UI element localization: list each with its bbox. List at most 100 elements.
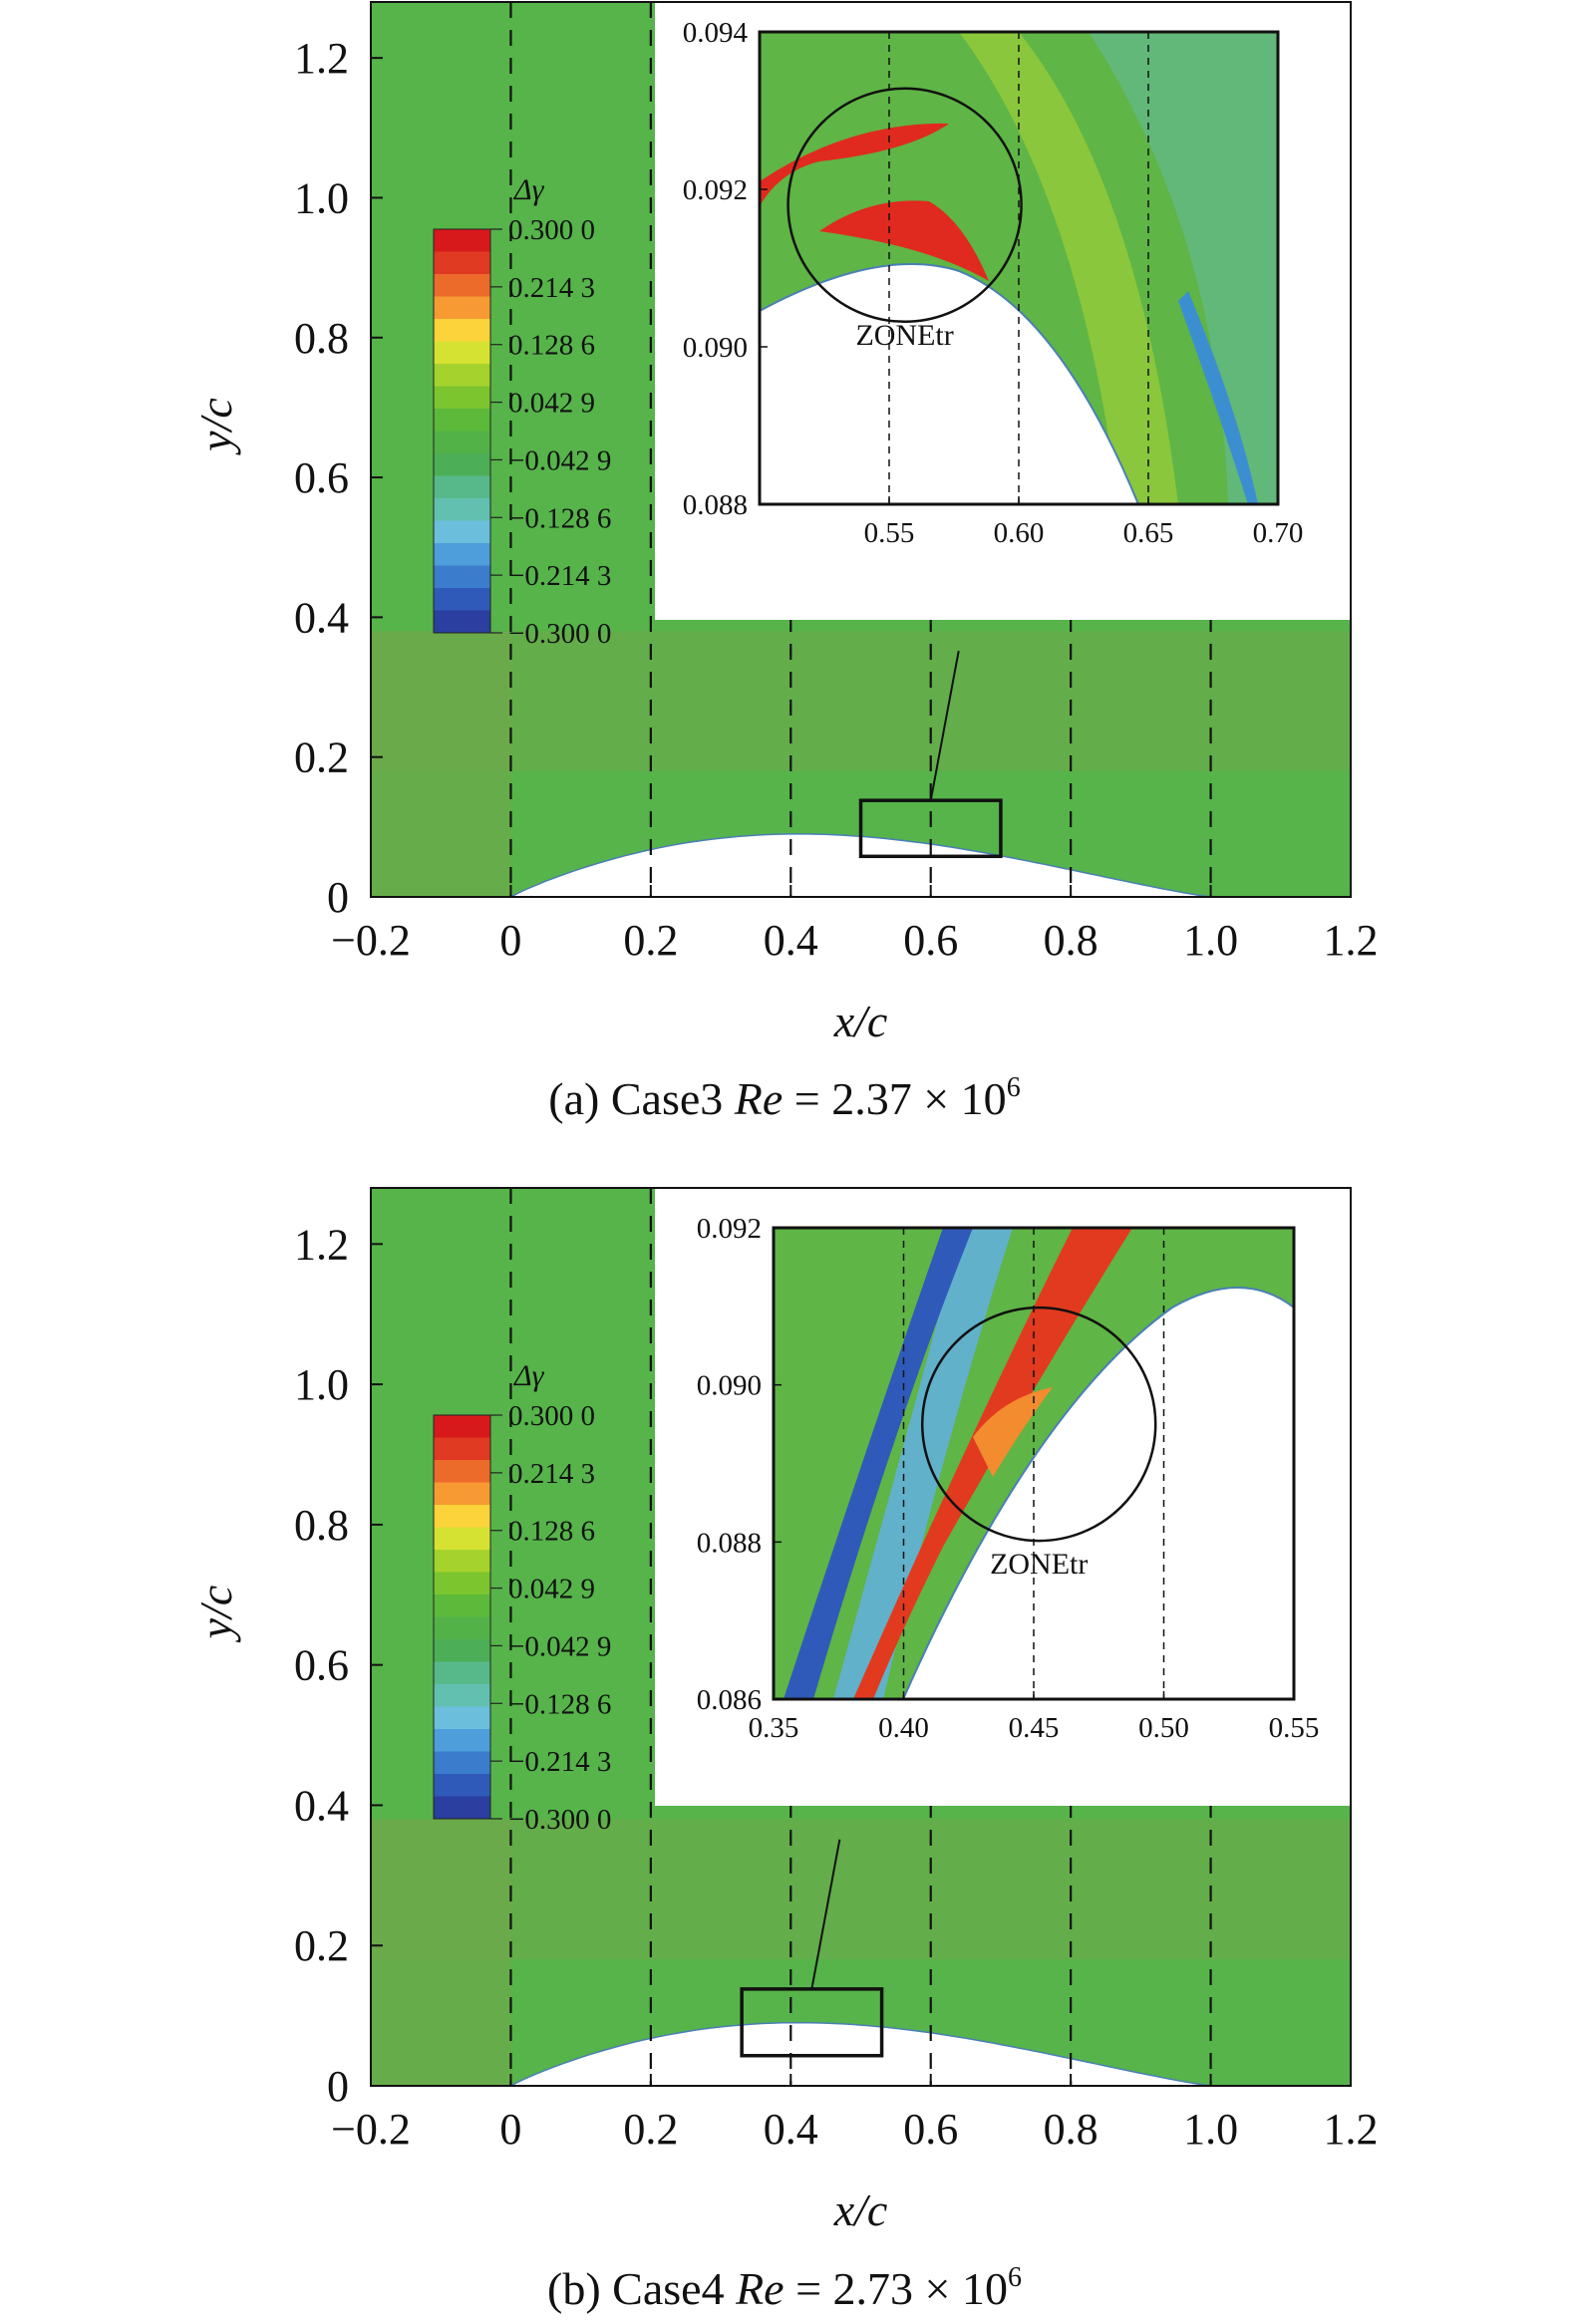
x-tick-label: −0.2 [331,2105,411,2154]
colorbar-label: 0.042 9 [508,388,595,420]
zoom-leader [929,651,960,801]
colorbar-swatch [434,1751,490,1775]
inset-streak-cyan [833,1228,1013,1699]
colorbar-title: Δγ [513,1359,545,1392]
inset-y-tick-label: 0.088 [697,1527,762,1559]
colorbar-swatch [434,498,490,521]
x-axis-label: x/c [833,2184,888,2235]
airfoil [510,833,1211,897]
inset-streak [1089,32,1278,504]
x-tick-label: 0.4 [764,916,818,965]
x-tick-label: 1.2 [1324,916,1379,965]
zone-circle [786,87,1023,324]
colorbar-swatch [434,409,490,432]
colorbar-swatch [434,1684,490,1707]
colorbar-swatch [434,296,490,320]
y-tick-label: 0.2 [294,1921,349,1970]
colorbar-frame [433,228,491,634]
x-tick-label: 0.6 [903,2105,958,2154]
inset-red-band [760,123,949,206]
y-tick-label: 0.6 [294,453,349,502]
inset-x-tick-label: 0.35 [749,1712,799,1744]
x-tick-label: 0.8 [1044,2105,1099,2154]
inset-x-tick-label: 0.65 [1123,517,1174,549]
inset-airfoil [901,1287,1294,1699]
inset-streak-blue [784,1228,973,1699]
x-tick-label: 0.6 [903,916,958,965]
colorbar-swatch [434,274,490,297]
colorbar-swatch [434,565,490,589]
colorbar-label: −0.042 9 [508,444,611,476]
inset-x-tick-label: 0.60 [994,517,1045,549]
colorbar-label: 0.300 0 [508,214,595,246]
y-tick-label: 1.2 [294,34,349,83]
x-tick-label: 0 [499,2105,521,2154]
zone-label: ZONEtr [990,1548,1088,1581]
colorbar-label: −0.128 6 [508,502,611,534]
panel-caption: (b) Case4 Re = 2.73 × 106 [547,2262,1022,2314]
colorbar-swatch [434,1796,490,1820]
colorbar-swatch [434,1415,490,1438]
colorbar-swatch [434,1616,490,1640]
field-band-left [371,631,511,897]
x-tick-label: 1.0 [1183,2105,1238,2154]
x-tick-label: 1.2 [1324,2105,1379,2154]
inset-y-tick-label: 0.086 [697,1684,762,1716]
plot-frame [370,1,1352,898]
zone-circle [920,1306,1157,1543]
colorbar-swatch [434,319,490,342]
colorbar-swatch [434,543,490,566]
colorbar-swatch [434,1706,490,1730]
colorbar-swatch [434,386,490,410]
colorbar: Δγ 0.300 0 0.214 3 0.128 6 0.042 9 −0.042 9 −0… [433,173,611,650]
inset-red-band [819,200,989,281]
colorbar-swatch [434,1437,490,1461]
colorbar-swatch [434,431,490,454]
x-tick-label: 1.0 [1183,916,1238,965]
colorbar-label: −0.128 6 [508,1688,611,1720]
colorbar-label: −0.214 3 [508,560,611,592]
colorbar-label: 0.128 6 [508,330,595,362]
colorbar-swatch [434,1550,490,1573]
inset-x-tick-label: 0.55 [1269,1712,1320,1744]
y-tick-label: 0 [327,2062,349,2111]
field-band [371,1819,1351,1960]
colorbar-swatch [434,1595,490,1617]
caption-eq: = 2.73 × 10 [785,2263,1008,2314]
zoom-leader [810,1839,841,1990]
inset-y-tick-label: 0.094 [683,17,749,49]
inset-orange-band [973,1387,1053,1477]
panel-b: −0.2 0 0.2 0.4 0.6 0.8 1.0 1.200.20.40.60.81.01… [190,1187,1379,2314]
colorbar-swatch [434,520,490,544]
field-band [371,631,1351,771]
colorbar-swatch [434,1774,490,1797]
x-axis-label: x/c [833,996,888,1046]
inset-streak [959,32,1178,504]
caption-prefix: (a) Case3 [548,1073,734,1124]
inset-x-tick-label: 0.55 [864,517,915,549]
y-tick-label: 0 [327,873,349,922]
x-tick-label: −0.2 [331,916,411,965]
colorbar-label: 0.128 6 [508,1516,595,1548]
colorbar-label: −0.214 3 [508,1746,611,1778]
plot-frame [370,1187,1352,2087]
inset-y-tick-label: 0.090 [683,332,748,364]
colorbar-swatch [434,475,490,499]
x-tick-label: 0.4 [764,2105,818,2154]
panel-caption: (a) Case3 Re = 2.37 × 106 [548,1072,1020,1124]
colorbar-label: 0.042 9 [508,1574,595,1605]
colorbar-swatch [434,1572,490,1596]
caption-exp: 6 [1007,1072,1021,1103]
y-axis-label: y/c [190,398,241,455]
y-tick-label: 0.4 [294,593,349,642]
x-tick-label: 0.2 [623,916,678,965]
y-tick-label: 0.2 [294,733,349,782]
inset-red-band [853,1228,1132,1699]
inset-y-tick-label: 0.092 [683,174,748,206]
colorbar-swatch [434,251,490,275]
colorbar: Δγ 0.300 0 0.214 3 0.128 6 0.042 9 −0.042 9 −0… [433,1359,611,1836]
inset-x-tick-label: 0.70 [1253,517,1304,549]
y-tick-label: 1.0 [294,1360,349,1409]
y-tick-label: 0.4 [294,1781,349,1830]
colorbar-label: 0.214 3 [508,1458,595,1490]
